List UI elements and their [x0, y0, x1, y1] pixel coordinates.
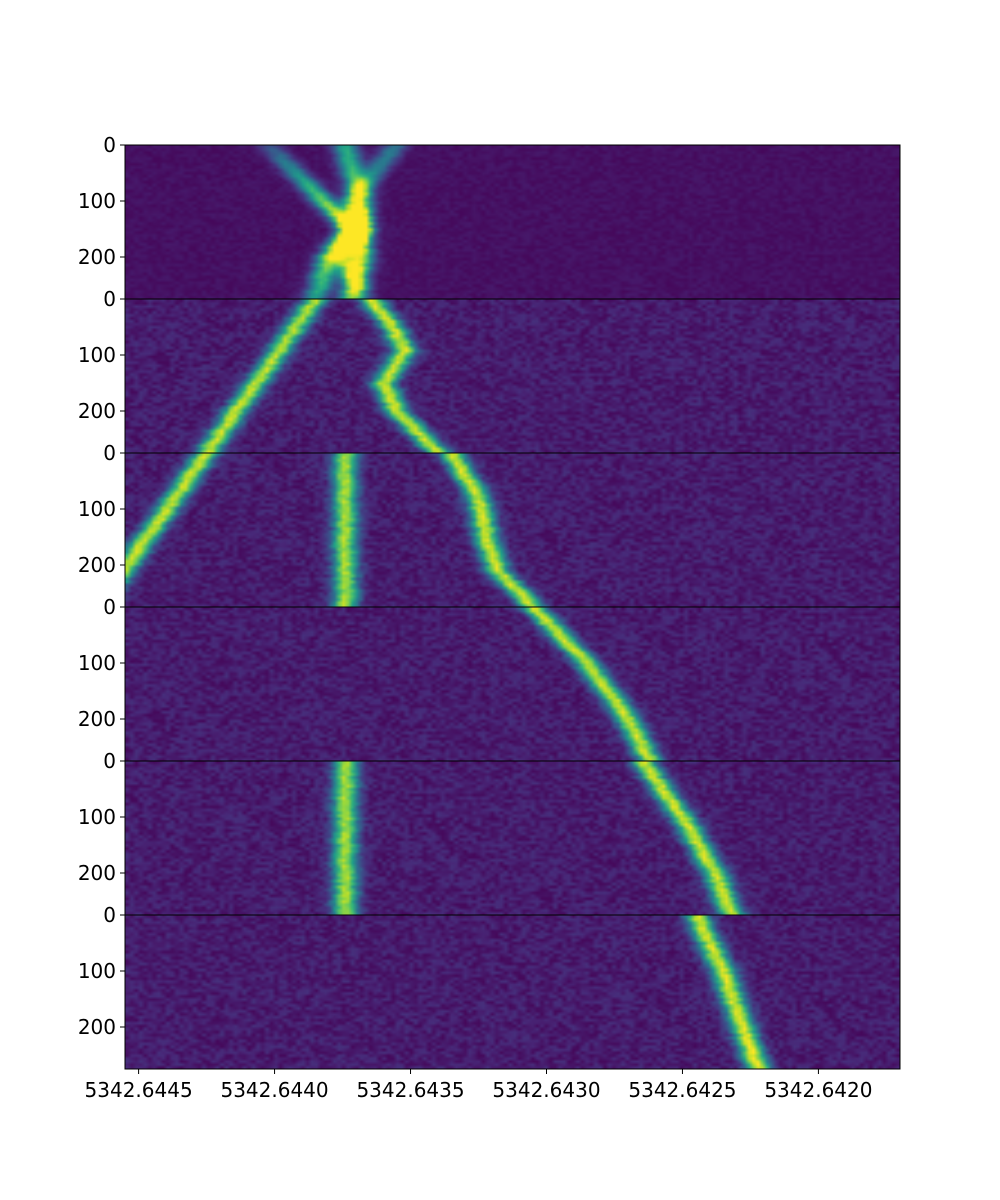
y-tick-label: 100	[78, 497, 116, 521]
panel-2: 0 100 200	[78, 287, 901, 454]
x-tick-label: 5342.6420	[764, 1078, 872, 1102]
panel-heatmap	[125, 761, 900, 915]
y-tick-label: 100	[78, 343, 116, 367]
y-tick-label: 200	[78, 1015, 116, 1039]
panels-layer: 0 100 200 0 100 200 0 100 200 0 100 200 0 100 200 0 100 2…	[78, 133, 901, 1070]
panel-heatmap	[125, 299, 900, 453]
panel-1: 0 100 200	[78, 133, 901, 300]
y-tick-label: 0	[103, 903, 116, 927]
panel-4: 0 100 200	[78, 595, 901, 762]
y-tick-label: 100	[78, 959, 116, 983]
y-tick-label: 0	[103, 595, 116, 619]
panel-frame	[124, 914, 901, 1070]
y-tick-label: 200	[78, 553, 116, 577]
panel-heatmap	[125, 453, 900, 607]
y-tick-label: 0	[103, 441, 116, 465]
panel-heatmap	[125, 915, 900, 1069]
x-tick-label: 5342.6425	[628, 1078, 736, 1102]
y-tick-label: 100	[78, 189, 116, 213]
y-tick-label: 0	[103, 287, 116, 311]
y-tick-label: 200	[78, 399, 116, 423]
x-tick-label: 5342.6435	[356, 1078, 464, 1102]
panel-heatmap	[125, 607, 900, 761]
panel-heatmap	[125, 145, 900, 299]
y-tick-label: 200	[78, 861, 116, 885]
y-tick-label: 100	[78, 805, 116, 829]
panel-6: 0 100 200	[78, 903, 901, 1070]
panel-3: 0 100 200	[78, 441, 901, 608]
y-tick-label: 0	[103, 749, 116, 773]
y-tick-label: 0	[103, 133, 116, 157]
x-axis: 5342.6445 5342.6440 5342.6435 5342.6430 5342…	[85, 1069, 872, 1102]
panel-5: 0 100 200	[78, 749, 901, 916]
y-tick-label: 200	[78, 245, 116, 269]
x-tick-label: 5342.6445	[85, 1078, 193, 1102]
x-tick-label: 5342.6430	[492, 1078, 600, 1102]
y-tick-label: 200	[78, 707, 116, 731]
x-tick-label: 5342.6440	[220, 1078, 328, 1102]
y-tick-label: 100	[78, 651, 116, 675]
